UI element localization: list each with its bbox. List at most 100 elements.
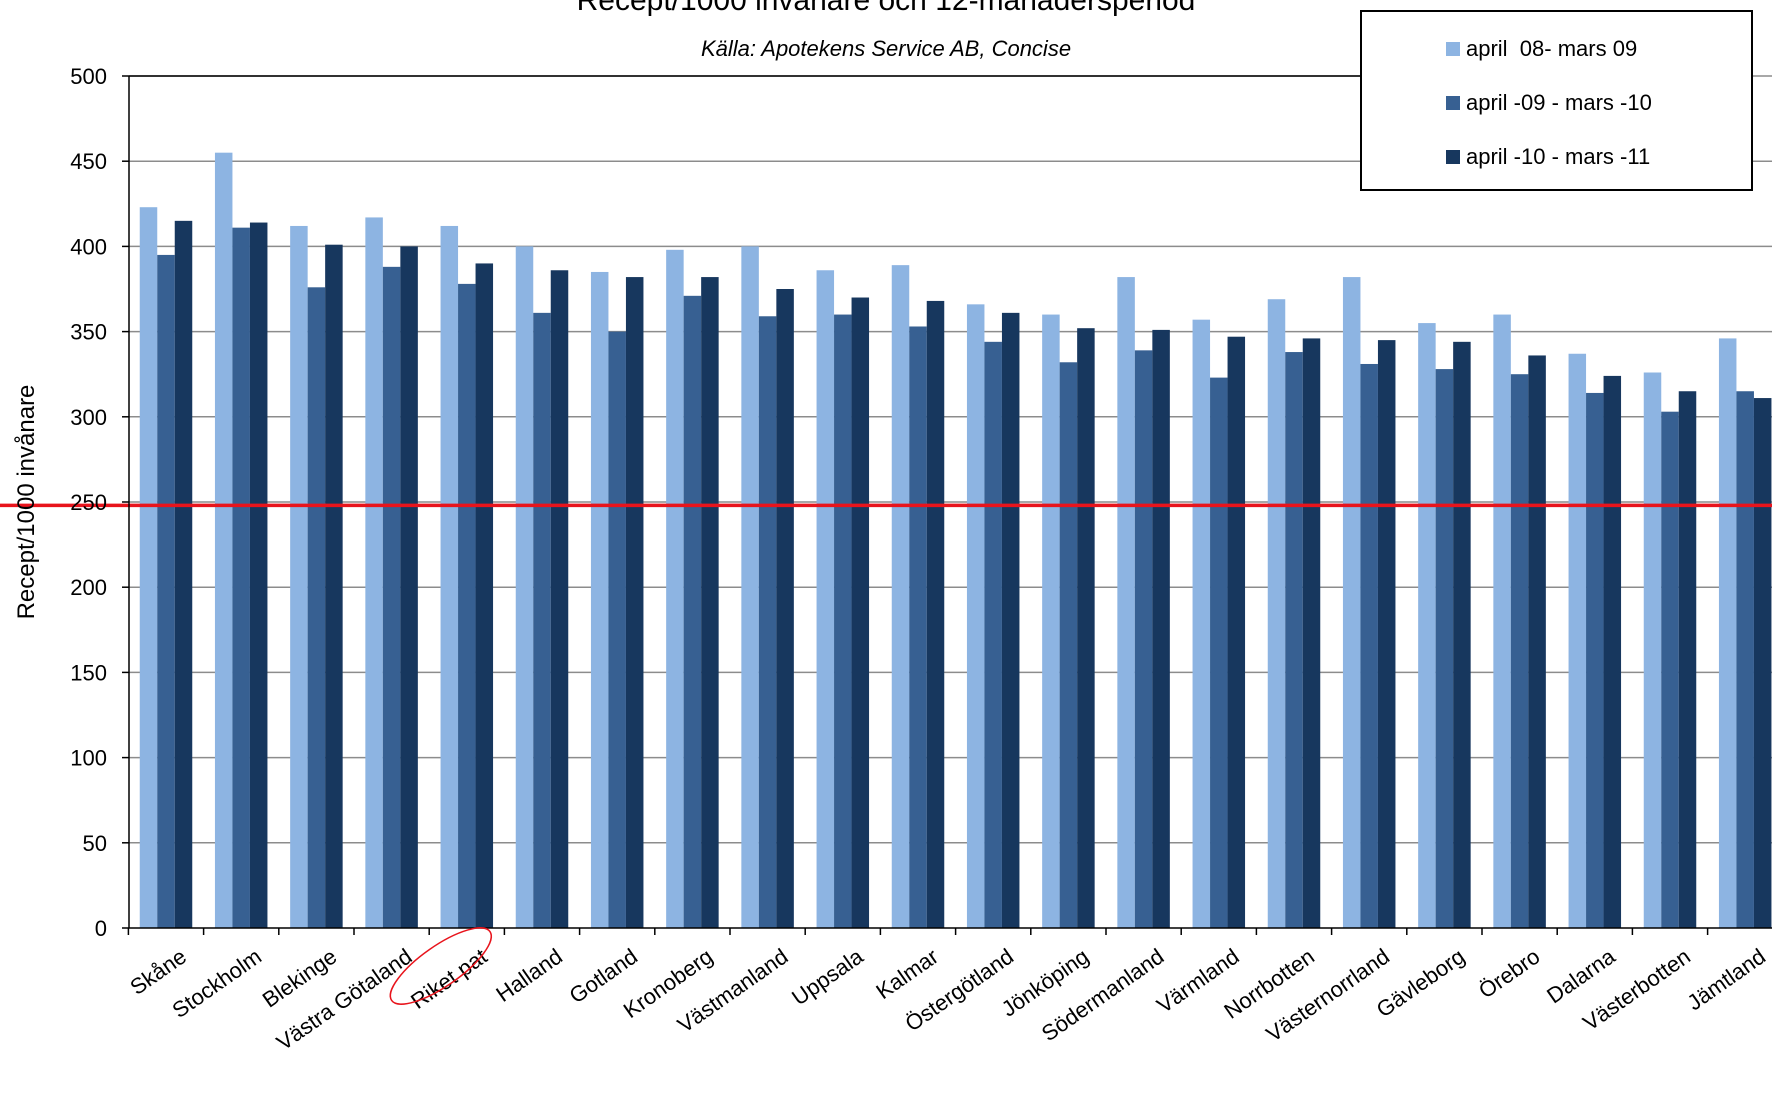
bar — [1042, 314, 1060, 928]
bar — [139, 207, 158, 928]
bar — [984, 341, 1002, 929]
legend-swatch — [1446, 96, 1460, 110]
x-tick-label: Uppsala — [787, 943, 868, 1010]
y-tick-label: 100 — [70, 746, 107, 771]
bar — [440, 225, 459, 928]
y-axis-label: Recept/1000 invånare — [13, 385, 40, 620]
y-tick-label: 200 — [70, 575, 107, 600]
bar — [683, 295, 702, 928]
bar — [174, 220, 193, 929]
chart-subtitle: Källa: Apotekens Service AB, Concise — [700, 36, 1072, 61]
bar — [382, 266, 401, 928]
bar — [608, 331, 626, 929]
bar — [758, 316, 777, 928]
bar — [214, 152, 233, 928]
bar — [307, 287, 326, 928]
bar — [741, 246, 759, 928]
bar — [1528, 355, 1546, 928]
bar — [1302, 338, 1321, 928]
bar — [365, 217, 383, 928]
bar — [1493, 314, 1511, 928]
legend-item: april -10 - mars -11 — [1446, 144, 1650, 170]
bar — [1117, 277, 1135, 928]
bar — [1736, 391, 1754, 928]
bar — [533, 312, 551, 929]
bar — [776, 289, 794, 928]
legend-label: april -10 - mars -11 — [1466, 144, 1651, 169]
bar — [1435, 369, 1454, 928]
y-tick-label: 250 — [70, 490, 107, 515]
bar — [1360, 363, 1378, 928]
bar — [1661, 411, 1679, 928]
x-tick-label: Riket pat — [406, 944, 491, 1014]
bar — [1077, 328, 1095, 928]
bar — [1227, 336, 1246, 928]
bar — [1152, 329, 1170, 928]
y-tick-label: 350 — [70, 320, 107, 345]
y-tick-label: 500 — [70, 64, 107, 89]
bar — [590, 271, 609, 929]
bar — [1418, 323, 1436, 929]
bar — [1267, 299, 1286, 928]
bar — [816, 270, 835, 929]
bar — [666, 249, 684, 929]
bar — [249, 222, 268, 928]
x-tick-label: Halland — [491, 944, 566, 1007]
bar — [1342, 277, 1361, 928]
bar — [1453, 341, 1471, 929]
y-tick-label: 50 — [83, 831, 107, 856]
highlight-ellipse — [389, 927, 493, 1005]
legend-swatch — [1446, 42, 1460, 56]
bar — [1377, 340, 1396, 928]
chart-title: Recept/1000 invånare och 12-månadersperi… — [576, 0, 1196, 17]
bar — [701, 277, 719, 928]
bar — [1210, 377, 1228, 928]
y-tick-label: 400 — [70, 234, 107, 259]
bar — [1510, 374, 1529, 928]
bar — [1603, 375, 1622, 928]
bar — [926, 300, 945, 929]
bars — [139, 152, 1772, 929]
axes — [122, 75, 1772, 935]
legend-label: april 08- mars 09 — [1466, 36, 1638, 61]
bar — [1753, 398, 1772, 928]
bar — [1285, 352, 1303, 929]
bar — [834, 314, 852, 928]
bar — [851, 297, 870, 928]
x-tick-label: Skåne — [125, 944, 190, 1000]
bar — [1134, 350, 1153, 928]
y-tick-label: 450 — [70, 149, 107, 174]
y-tick-label: 150 — [70, 660, 107, 685]
x-tick-label: Västra Götaland — [272, 944, 417, 1056]
bar — [515, 246, 534, 928]
bar — [891, 265, 910, 928]
bar — [325, 244, 343, 929]
y-tick-label: 300 — [70, 405, 107, 430]
bar — [1678, 391, 1697, 928]
bar — [157, 254, 175, 929]
bar — [909, 326, 927, 928]
bar — [458, 283, 476, 928]
bar — [290, 225, 308, 928]
bar — [1001, 312, 1020, 929]
bar — [550, 270, 569, 929]
bar — [966, 304, 985, 928]
legend-item: april 08- mars 09 — [1446, 36, 1637, 62]
bar — [1718, 338, 1737, 928]
legend: april 08- mars 09 april -09 - mars -10 a… — [1360, 10, 1753, 191]
bar — [475, 263, 494, 928]
legend-swatch — [1446, 150, 1460, 164]
bar — [625, 277, 644, 928]
bar — [1643, 372, 1662, 929]
bar — [400, 246, 418, 928]
bar — [1568, 353, 1587, 928]
bar — [1192, 319, 1211, 928]
bar — [232, 227, 250, 928]
legend-label: april -09 - mars -10 — [1466, 90, 1652, 115]
legend-item: april -09 - mars -10 — [1446, 90, 1652, 116]
y-tick-label: 0 — [95, 916, 107, 941]
x-tick-label: Örebro — [1474, 944, 1544, 1004]
bar — [1586, 392, 1604, 929]
